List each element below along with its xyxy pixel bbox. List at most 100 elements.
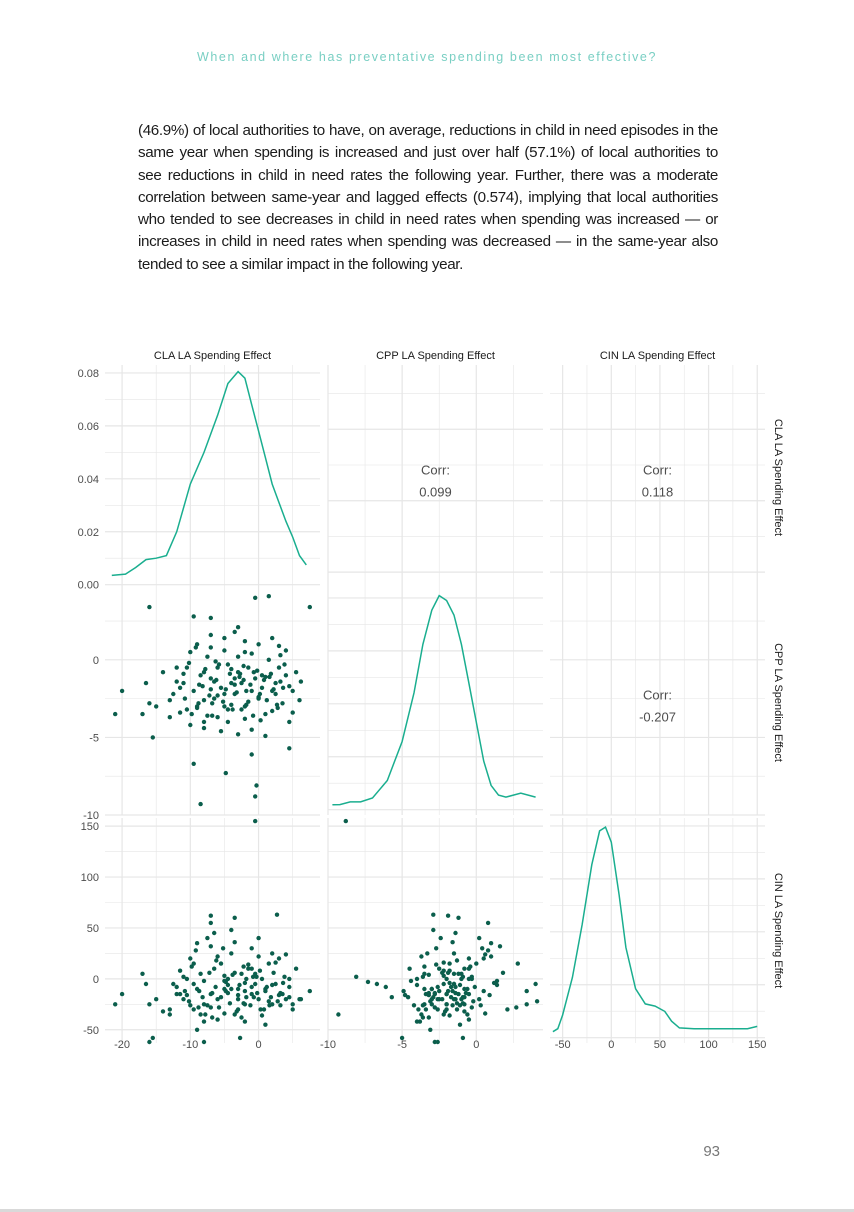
scatter-point xyxy=(249,752,254,757)
scatter-point xyxy=(113,1002,118,1007)
scatter-point xyxy=(258,1007,263,1012)
scatter-point xyxy=(423,991,429,997)
scatter-point xyxy=(256,954,261,959)
y-tick-label: 0.02 xyxy=(78,527,99,539)
panel-background xyxy=(105,365,320,590)
scatter-point xyxy=(143,680,149,686)
scatter-point xyxy=(171,691,176,697)
scatter-point xyxy=(255,990,260,996)
scatter-point xyxy=(207,693,212,698)
scatter-point xyxy=(426,972,431,977)
scatter-point xyxy=(242,988,248,994)
pairs-matrix-chart: Corr: 0.099 Corr: 0.118 Corr: -0.207 0.00 0.02 0… xyxy=(78,350,784,1051)
scatter-point xyxy=(244,976,249,982)
scatter-point xyxy=(297,698,302,703)
scatter-point xyxy=(235,732,241,737)
scatter-point xyxy=(435,1039,440,1045)
scatter-point xyxy=(248,682,253,687)
scatter-point xyxy=(184,992,190,998)
scatter-point xyxy=(222,635,227,641)
scatter-point xyxy=(253,981,258,987)
scatter-point xyxy=(534,999,540,1004)
scatter-point xyxy=(242,639,248,644)
scatter-point xyxy=(257,968,263,973)
scatter-point xyxy=(230,707,235,712)
scatter-point xyxy=(213,984,218,990)
scatter-point xyxy=(197,988,202,994)
scatter-point xyxy=(208,645,213,650)
scatter-point xyxy=(273,680,278,686)
scatter-point xyxy=(235,997,241,1002)
scatter-point xyxy=(275,999,280,1004)
scatter-point xyxy=(420,974,426,979)
scatter-point xyxy=(343,818,348,824)
panel-CIN-CIN xyxy=(550,818,765,1043)
scatter-point xyxy=(223,687,228,692)
scatter-point xyxy=(203,666,208,672)
scatter-point xyxy=(242,716,248,721)
scatter-point xyxy=(258,718,263,723)
scatter-point xyxy=(447,1013,452,1018)
scatter-point xyxy=(119,688,125,694)
scatter-point xyxy=(154,704,159,709)
scatter-point xyxy=(408,978,414,984)
scatter-point xyxy=(441,981,446,987)
panel-background xyxy=(550,818,765,1043)
scatter-point xyxy=(246,966,251,971)
scatter-point xyxy=(462,1009,467,1014)
scatter-point xyxy=(201,1019,207,1024)
scatter-point xyxy=(235,654,241,659)
correlation-label: Corr: xyxy=(643,688,672,703)
scatter-point xyxy=(271,687,276,692)
scatter-point xyxy=(266,657,271,662)
panel-background xyxy=(550,590,765,815)
scatter-point xyxy=(241,1001,246,1006)
scatter-point xyxy=(223,770,228,776)
scatter-point xyxy=(229,702,234,707)
scatter-point xyxy=(307,988,312,994)
scatter-point xyxy=(200,684,205,689)
scatter-point xyxy=(274,702,280,707)
scatter-point xyxy=(186,999,192,1004)
scatter-point xyxy=(429,986,434,992)
y-tick-label: 0.06 xyxy=(78,421,99,433)
scatter-point xyxy=(290,1002,295,1007)
scatter-point xyxy=(174,665,179,670)
scatter-point xyxy=(249,727,254,732)
scatter-point xyxy=(462,995,467,1000)
scatter-point xyxy=(477,997,482,1002)
scatter-point xyxy=(280,980,286,986)
scatter-point xyxy=(460,1035,466,1041)
scatter-point xyxy=(389,995,394,1000)
scatter-point xyxy=(402,992,408,998)
scatter-point xyxy=(259,976,265,982)
scatter-point xyxy=(147,1002,152,1007)
panel-CIN-CLA xyxy=(105,818,320,1045)
scatter-point xyxy=(229,666,234,672)
scatter-point xyxy=(420,1003,426,1008)
scatter-point xyxy=(119,991,125,997)
scatter-point xyxy=(191,688,196,694)
scatter-point xyxy=(181,997,186,1002)
scatter-point xyxy=(287,746,292,751)
scatter-point xyxy=(497,944,503,949)
scatter-point xyxy=(283,997,289,1002)
scatter-point xyxy=(229,951,234,956)
scatter-point xyxy=(181,680,186,686)
scatter-point xyxy=(188,956,193,961)
scatter-point xyxy=(468,964,473,969)
scatter-point xyxy=(483,1011,488,1016)
scatter-point xyxy=(198,971,203,976)
scatter-point xyxy=(287,976,292,982)
scatter-point xyxy=(232,940,237,945)
scatter-point xyxy=(298,997,304,1002)
scatter-point xyxy=(244,995,249,1000)
scatter-point xyxy=(478,1003,483,1008)
scatter-point xyxy=(253,818,258,824)
scatter-point xyxy=(207,970,212,975)
page-number: 93 xyxy=(703,1143,720,1160)
scatter-point xyxy=(194,1027,200,1032)
y-tick-label: 0.00 xyxy=(78,580,99,592)
scatter-point xyxy=(450,988,455,994)
scatter-point xyxy=(242,980,248,986)
